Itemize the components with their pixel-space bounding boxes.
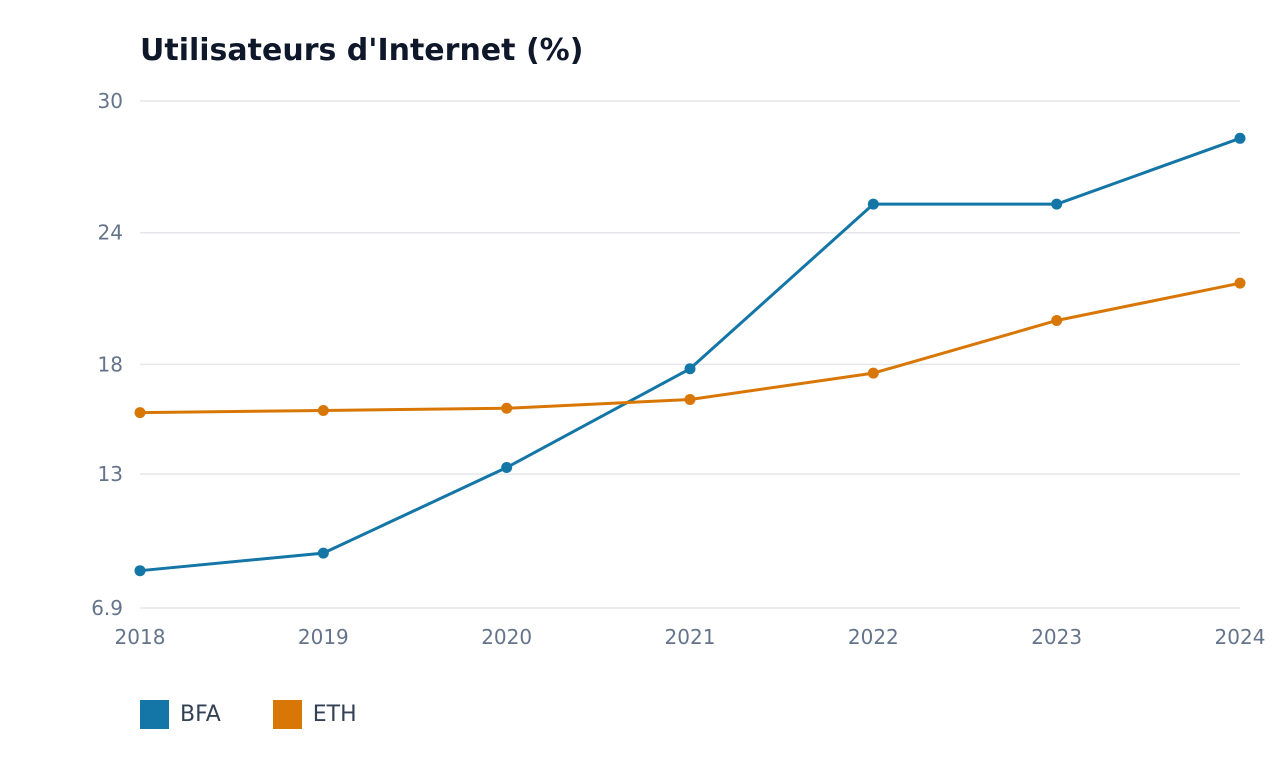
x-tick-label: 2019 — [298, 625, 349, 649]
data-point — [501, 402, 513, 414]
x-tick-label: 2020 — [481, 625, 532, 649]
x-tick-label: 2024 — [1215, 625, 1266, 649]
legend: BFA ETH — [140, 700, 409, 729]
y-axis-ticks: 30 24 18 13 6.9 — [91, 89, 123, 620]
data-point — [501, 462, 513, 474]
series-line — [139, 281, 1241, 415]
line-chart: 30 24 18 13 6.9 2018 2019 2020 2021 2022 2023 2024 — [91, 89, 1266, 649]
data-point — [684, 363, 696, 375]
legend-item-eth: ETH — [272, 700, 357, 729]
data-point — [317, 547, 329, 559]
data-point — [1051, 198, 1063, 210]
y-tick-label: 30 — [98, 89, 123, 113]
legend-item-bfa: BFA — [140, 700, 221, 729]
data-point — [1051, 314, 1063, 326]
data-point — [867, 198, 879, 210]
y-tick-label: 24 — [98, 221, 123, 245]
legend-label: BFA — [180, 702, 221, 727]
data-point — [134, 407, 146, 419]
data-point — [134, 565, 146, 577]
legend-label: ETH — [312, 702, 357, 727]
data-point — [867, 367, 879, 379]
data-point — [684, 393, 696, 405]
chart-title: Utilisateurs d'Internet (%) — [140, 33, 584, 68]
legend-swatch — [272, 700, 302, 729]
series-lines — [134, 132, 1246, 577]
series-eth — [134, 277, 1246, 419]
legend-swatch — [140, 700, 169, 729]
y-tick-label: 18 — [98, 352, 123, 376]
x-axis-ticks: 2018 2019 2020 2021 2022 2023 2024 — [115, 625, 1266, 649]
data-point — [1234, 132, 1246, 144]
x-tick-label: 2021 — [665, 625, 716, 649]
series-bfa — [134, 132, 1246, 577]
grid-lines — [140, 100, 1240, 609]
data-point — [317, 404, 329, 416]
series-line — [139, 136, 1241, 573]
x-tick-label: 2023 — [1031, 625, 1082, 649]
y-tick-label: 13 — [98, 462, 123, 486]
y-tick-label: 6.9 — [91, 596, 123, 620]
x-tick-label: 2022 — [848, 625, 899, 649]
data-point — [1234, 277, 1246, 289]
x-tick-label: 2018 — [115, 625, 166, 649]
